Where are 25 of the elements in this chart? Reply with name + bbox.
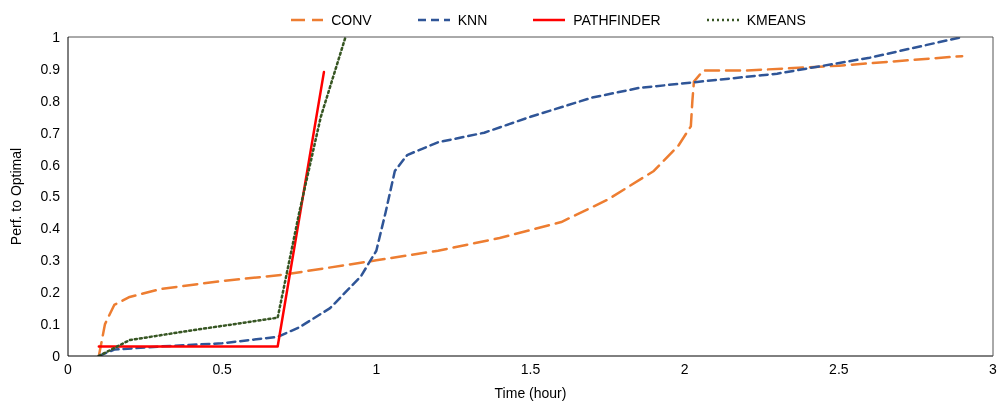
x-tick-label: 3 [989, 360, 998, 377]
line-series [97, 37, 347, 356]
x-tick-label: 1 [372, 360, 381, 377]
y-tick-label: 0.8 [40, 92, 61, 109]
y-tick-label: 0.2 [40, 284, 61, 301]
x-axis-title: Time (hour) [494, 385, 567, 401]
legend-label: CONV [331, 12, 372, 28]
y-tick-label: 0.1 [40, 316, 61, 333]
y-tick-label: 0.3 [40, 252, 61, 269]
y-tick-label: 0.6 [40, 156, 61, 173]
y-tick-label: 0.9 [40, 60, 61, 77]
x-tick-label: 1.5 [520, 360, 541, 377]
y-tick-label: 0.4 [40, 220, 61, 237]
y-axis-title: Perf. to Optimal [7, 147, 24, 246]
x-tick-label: 0.5 [212, 360, 233, 377]
legend-label: KNN [457, 12, 488, 28]
y-tick-label: 0 [52, 347, 61, 364]
y-tick-label: 1 [52, 28, 61, 45]
legend-label: KMEANS [746, 12, 806, 28]
legend-label: PATHFINDER [573, 12, 661, 28]
y-tick-label: 0.7 [40, 124, 61, 141]
x-tick-label: 2.5 [829, 360, 849, 377]
x-tick-label: 0 [64, 360, 73, 377]
x-tick-label: 2 [680, 360, 689, 377]
y-tick-label: 0.5 [40, 188, 61, 205]
